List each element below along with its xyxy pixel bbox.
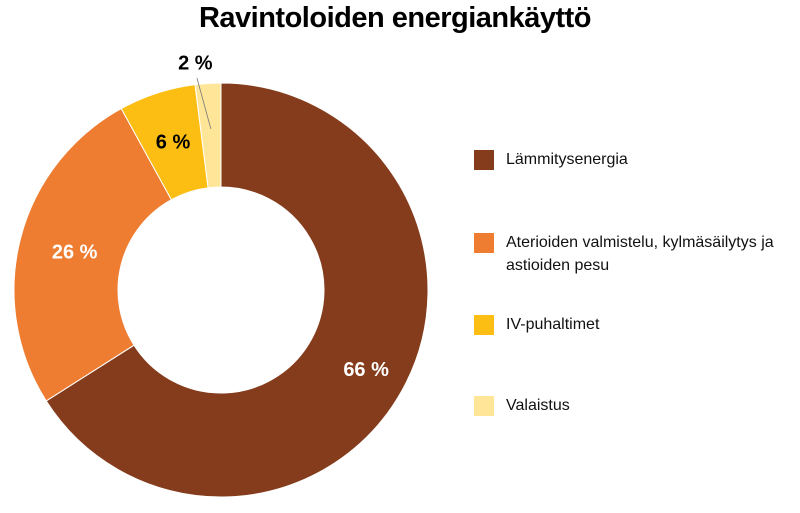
legend-label: IV-puhaltimet [506, 316, 600, 333]
legend-label: Aterioiden valmistelu, kylmäsäilytys ja … [506, 234, 774, 274]
slice-value-label: 26 % [52, 241, 98, 263]
donut-chart: 66 % 26 % 6 % 2 % [13, 53, 429, 498]
legend-item-aterioiden-valmistelu: Aterioiden valmistelu, kylmäsäilytys ja … [474, 233, 800, 277]
legend-item-valaistus: Valaistus [474, 396, 796, 417]
slice-value-label: 6 % [156, 131, 191, 153]
legend-swatch [474, 396, 494, 416]
legend-label: Lämmitysenergia [506, 151, 628, 168]
donut-slice [45, 82, 429, 498]
legend-item-lammitysenergia: Lämmitysenergia [474, 150, 796, 171]
donut-slice [194, 82, 222, 189]
donut-slice [13, 107, 173, 402]
legend-swatch [474, 150, 494, 170]
slice-value-label: 66 % [343, 359, 389, 381]
legend-label: Valaistus [506, 397, 570, 414]
leader-line [196, 78, 212, 129]
legend-item-iv-puhaltimet: IV-puhaltimet [474, 315, 796, 336]
chart-title: Ravintoloiden energiankäyttö [198, 2, 592, 34]
legend-swatch [474, 233, 494, 253]
legend-swatch [474, 315, 494, 335]
slice-value-label: 2 % [178, 53, 213, 75]
